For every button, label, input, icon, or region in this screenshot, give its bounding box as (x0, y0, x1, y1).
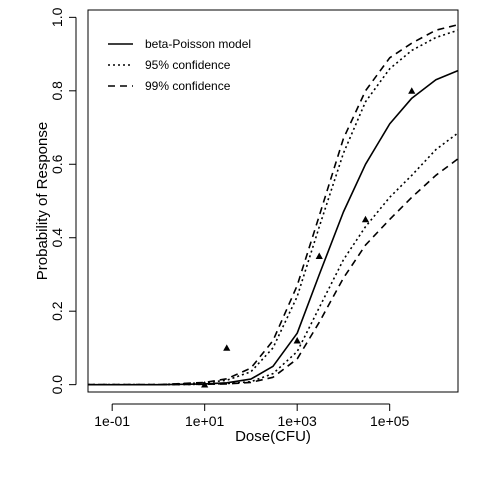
y-tick-label: 0.2 (49, 301, 65, 321)
data-points (201, 87, 416, 388)
data-point (223, 344, 231, 351)
legend-label: 99% confidence (145, 79, 231, 93)
x-axis-title: Dose(CFU) (235, 428, 311, 445)
x-tick-label: 1e-01 (94, 413, 130, 429)
y-tick-label: 0.4 (49, 228, 65, 248)
data-point (361, 215, 370, 223)
series-line-0 (88, 69, 459, 386)
plot-area (87, 9, 459, 393)
y-tick-label: 0.6 (49, 154, 65, 174)
x-tick-label: 1e+03 (278, 413, 318, 429)
x-axis: 1e-01 1e+01 1e+03 1e+05 (94, 403, 410, 429)
series-line-4 (88, 158, 459, 386)
data-point (408, 87, 416, 94)
data-point (315, 252, 323, 259)
series-layer (88, 23, 459, 386)
y-tick-label: 1.0 (49, 7, 65, 27)
series-line-3 (88, 23, 459, 386)
y-axis-title: Probability of Response (34, 122, 51, 280)
y-axis: 0.0 0.2 0.4 0.6 0.8 1.0 (49, 7, 77, 395)
y-tick-label: 0.0 (49, 375, 65, 395)
legend-label: 95% confidence (145, 58, 231, 72)
data-point (201, 381, 209, 388)
legend: beta-Poisson model 95% confidence 99% conf… (108, 37, 251, 93)
x-tick-label: 1e+01 (185, 413, 225, 429)
data-point (293, 336, 301, 344)
series-line-2 (88, 132, 459, 386)
y-tick-label: 0.8 (49, 81, 65, 101)
x-tick-label: 1e+05 (370, 413, 410, 429)
legend-label: beta-Poisson model (145, 37, 251, 51)
